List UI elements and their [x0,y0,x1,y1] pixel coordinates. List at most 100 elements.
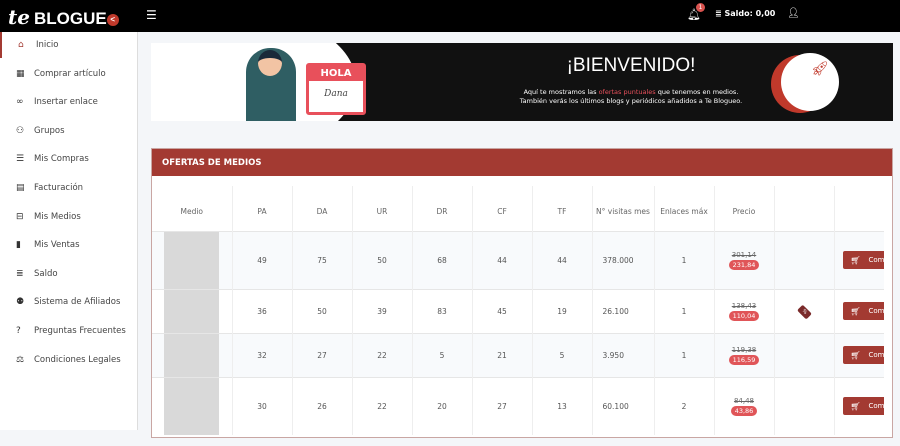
question-icon: ? [16,326,21,336]
buy-button[interactable]: 🛒︎ Comprar [842,346,885,364]
sidebar-item-label: Saldo [34,268,58,279]
woman-illustration [246,48,296,121]
price-badge: 231,84 [728,259,760,270]
logo-prefix: te [8,5,30,29]
logo-text: BLOGUE [33,9,107,28]
cart-icon: 🛒︎ [850,255,861,265]
user-icon[interactable]: 👤︎ [787,8,800,19]
cell-da: 50 [292,288,353,333]
cell-tf: 44 [532,230,593,289]
cart-icon: 🛒︎ [850,306,861,316]
cell-tf: 5 [532,332,593,377]
cart-icon: 🛒︎ [850,401,861,411]
buy-cell: 🛒︎ Comprar [834,376,885,435]
sidebar-item-insertar-enlace[interactable]: ∞ Insertar enlace [0,89,137,115]
list-icon: ☰ [16,154,25,165]
sidebar-item-grupos[interactable]: ⚇ Grupos [0,118,137,144]
cell-pa: 36 [232,288,293,333]
sidebar-item-label: Mis Medios [34,211,81,222]
sidebar-item-label: Facturación [34,183,84,193]
table-row: 497550684444378.0001301,14231,84🛒︎Compra… [152,230,884,289]
buy-label: Comprar [868,351,885,359]
cell-cf: 44 [472,230,533,289]
sidebar-item-preguntas-frecuentes[interactable]: ? Preguntas Frecuentes [0,318,137,344]
buy-button[interactable]: 🛒︎ Comprar [842,397,885,415]
old-price: 301,14 [731,250,757,259]
hamburger-icon[interactable]: ☰ [146,8,157,22]
media-thumbnail[interactable] [152,230,233,289]
buy-cell: 🛒︎ Comprar [834,288,885,333]
saldo-link[interactable]: ≣ Saldo: 0,00 [715,9,775,18]
sidebar-item-label: Mis Compras [34,154,89,165]
cell-links: 2 [654,376,715,435]
briefcase-icon: ▮ [16,240,21,251]
cell-da: 75 [292,230,353,289]
buy-button[interactable]: 🛒︎ Comprar [842,251,884,269]
offers-table: Medio PA DA UR DR CF TF N° visitas mes Enlaces m… [152,186,884,435]
name-text: Dana [324,89,348,99]
hola-card: HOLA Dana [306,63,366,115]
rocket-icon: 🚀︎ [781,53,839,111]
hola-text: HOLA [309,66,363,81]
media-thumbnail[interactable] [152,288,233,333]
banner-text: Aquí te mostramos las ofertas puntuales … [451,88,811,106]
media-thumbnail[interactable] [152,376,233,435]
sidebar-item-saldo[interactable]: ≣ Saldo [0,261,137,287]
price-cell: 84,48 43,86 [714,376,775,435]
column-header [834,186,884,231]
cell-dr: 5 [412,332,473,377]
welcome-banner: HOLA Dana ¡BIENVENIDO! Aquí te mostramos … [151,43,893,121]
column-header: PA [232,186,293,231]
price-badge: 43,86 [730,405,758,416]
buy-cell: 🛒︎ Comprar [834,332,885,377]
buy-label: Comprar [868,402,885,410]
buy-button[interactable]: 🛒︎ Comprar [842,302,885,320]
inbox-icon: ⊟ [16,211,24,222]
tag-cell [774,230,835,289]
tag-cell [774,376,835,435]
sidebar-item-condiciones-legales[interactable]: ⚖ Condiciones Legales [0,347,137,373]
column-header: DR [412,186,473,231]
balance-icon: ⚖ [16,354,25,365]
cell-pa: 32 [232,332,293,377]
sidebar-item-mis-compras[interactable]: ☰ Mis Compras [0,146,137,172]
column-header [774,186,835,231]
sidebar-item-comprar-art-culo[interactable]: ▦ Comprar artículo [0,61,137,87]
saldo-text: Saldo: 0,00 [724,9,776,18]
buy-label: Comprar [868,307,885,315]
cell-pa: 49 [232,230,293,289]
invoice-icon: ▤ [16,183,25,193]
cell-ur: 39 [352,288,413,333]
link-icon: ∞ [16,97,24,108]
cell-visits: 26.100 [592,288,655,333]
cell-cf: 27 [472,376,533,435]
sidebar-item-mis-ventas[interactable]: ▮ Mis Ventas [0,232,137,258]
cell-ur: 50 [352,230,413,289]
cell-da: 26 [292,376,353,435]
table-row: 36503983451926.1001138,43110,04%🛒︎Compra… [152,288,885,333]
sidebar-item-facturaci-n[interactable]: ▤ Facturación [0,175,137,201]
cell-links: 1 [654,332,715,377]
sidebar-item-label: Comprar artículo [34,68,106,79]
sidebar-item-mis-medios[interactable]: ⊟ Mis Medios [0,204,137,230]
sidebar-item-inicio[interactable]: ⌂ Inicio [0,32,137,58]
sidebar-item-label: Sistema de Afiliados [34,297,121,308]
cell-visits: 60.100 [592,376,655,435]
column-header: DA [292,186,353,231]
cell-pa: 30 [232,376,293,435]
offers-card: OFERTAS DE MEDIOS Medio PA DA UR DR CF TF N° vi… [151,148,893,438]
notification-badge: 1 [696,3,705,12]
logo[interactable]: te BLOGUE < [8,5,119,29]
cell-visits: 378.000 [592,230,655,289]
share-icon: < [106,13,119,26]
sidebar-item-sistema-de-afiliados[interactable]: ⚉ Sistema de Afiliados [0,289,137,315]
sidebar-item-label: Inicio [36,40,59,50]
price-cell: 301,14 231,84 [714,230,775,289]
banner-line1a: Aquí te mostramos las [523,88,599,96]
media-thumbnail[interactable] [152,332,233,377]
banner-title: ¡BIENVENIDO! [566,55,696,76]
cell-links: 1 [654,230,715,289]
column-header: Medio [152,186,233,231]
sidebar-item-label: Preguntas Frecuentes [34,326,126,336]
